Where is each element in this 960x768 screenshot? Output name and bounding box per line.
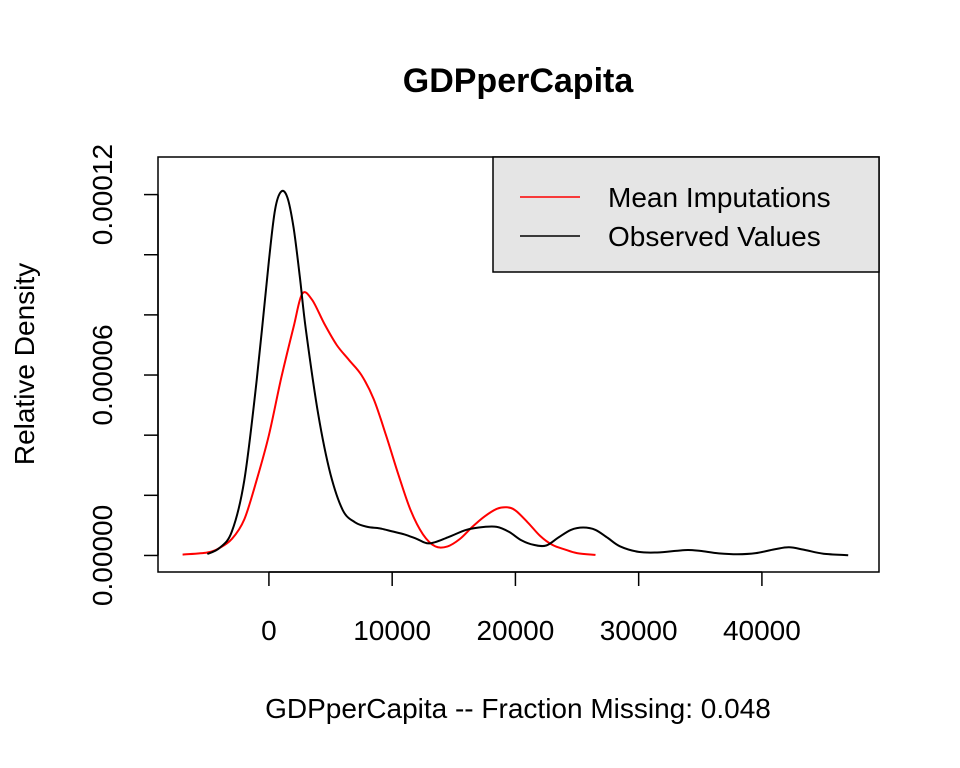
y-axis-label: Relative Density (9, 263, 40, 465)
x-tick-label: 20000 (476, 615, 554, 646)
series-line-observed-values (206, 189, 849, 557)
y-tick-label: 0.00012 (87, 144, 118, 245)
chart-title: GDPperCapita (403, 62, 635, 100)
legend-label-mean-imputations: Mean Imputations (608, 182, 831, 213)
x-tick-label: 30000 (600, 615, 678, 646)
y-axis: 0.00000 0.00006 0.00012 (87, 144, 159, 606)
series-line-mean-imputations (182, 291, 596, 556)
x-axis-label: GDPperCapita -- Fraction Missing: 0.048 (265, 693, 771, 724)
x-tick-label: 40000 (723, 615, 801, 646)
x-axis: 0 10000 20000 30000 40000 (261, 571, 801, 646)
series-layer (182, 189, 849, 557)
x-tick-label: 0 (261, 615, 277, 646)
legend: Mean Imputations Observed Values (492, 156, 880, 273)
legend-label-observed-values: Observed Values (608, 221, 821, 252)
y-tick-label: 0.00006 (87, 324, 118, 425)
legend-box (492, 156, 880, 273)
y-tick-label: 0.00000 (87, 505, 118, 606)
x-tick-label: 10000 (353, 615, 431, 646)
